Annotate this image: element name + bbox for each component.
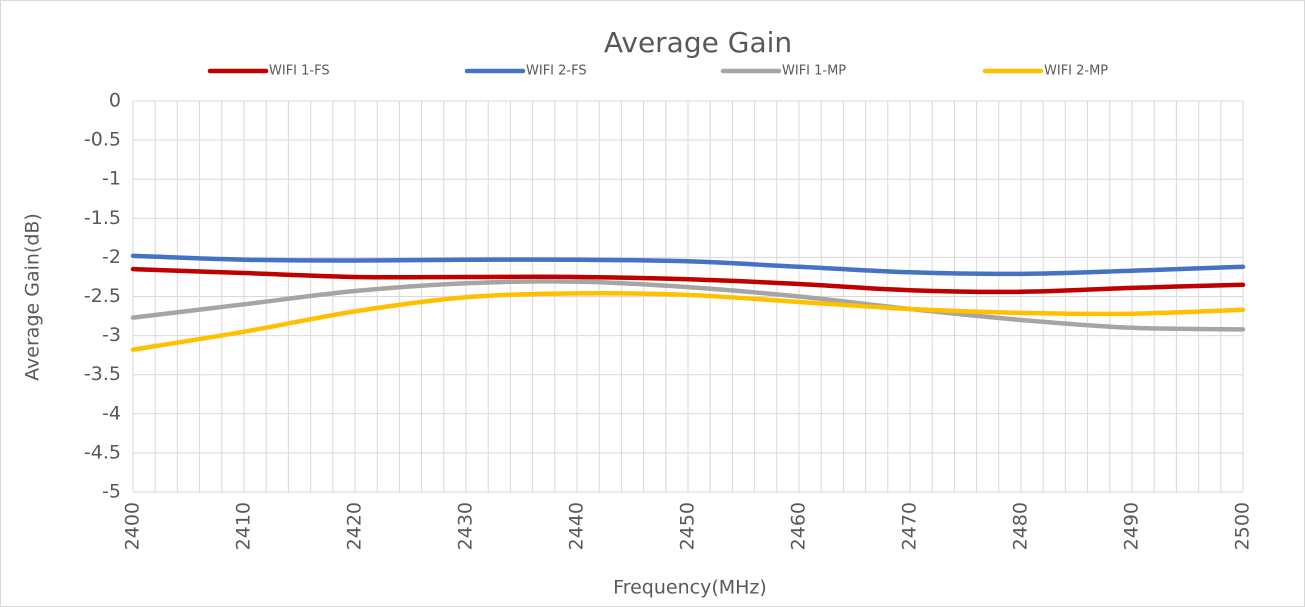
- chart-title: Average Gain: [604, 26, 792, 59]
- x-tick-label: 2420: [344, 502, 366, 550]
- x-tick-label: 2450: [677, 502, 699, 550]
- series-line: [130, 253, 1246, 277]
- x-tick-label: 2430: [455, 502, 477, 550]
- x-tick-label: 2460: [788, 502, 810, 550]
- x-tick-label: 2500: [1232, 502, 1254, 550]
- y-axis-label: Average Gain(dB): [22, 213, 44, 381]
- y-tick-label: -0.5: [84, 129, 121, 151]
- x-tick-label: 2470: [899, 502, 921, 550]
- legend-label: WIFI 1-FS: [269, 64, 330, 79]
- x-tick-label: 2410: [233, 502, 255, 550]
- y-tick-label: -3.5: [84, 363, 121, 385]
- y-tick-label: -5: [102, 481, 121, 503]
- x-tick-label: 2480: [1010, 502, 1032, 550]
- y-tick-label: -4.5: [84, 441, 121, 463]
- x-axis-label: Frequency(MHz): [613, 577, 767, 599]
- y-tick-label: -1.5: [84, 207, 121, 229]
- x-tick-label: 2400: [122, 502, 144, 550]
- y-tick-label: -1: [102, 168, 121, 190]
- y-tick-label: -2: [102, 246, 121, 268]
- series-line: [130, 279, 1246, 332]
- y-tick-label: 0: [109, 90, 121, 112]
- legend-label: WIFI 2-MP: [1044, 64, 1108, 79]
- y-tick-label: -4: [102, 402, 121, 424]
- y-tick-label: -2.5: [84, 285, 121, 307]
- legend-label: WIFI 1-MP: [782, 64, 846, 79]
- series-line: [130, 266, 1246, 295]
- y-tick-label: -3: [102, 324, 121, 346]
- x-tick-label: 2490: [1121, 502, 1143, 550]
- series-line: [130, 290, 1246, 352]
- x-tick-label: 2440: [566, 502, 588, 550]
- legend-label: WIFI 2-FS: [526, 64, 587, 79]
